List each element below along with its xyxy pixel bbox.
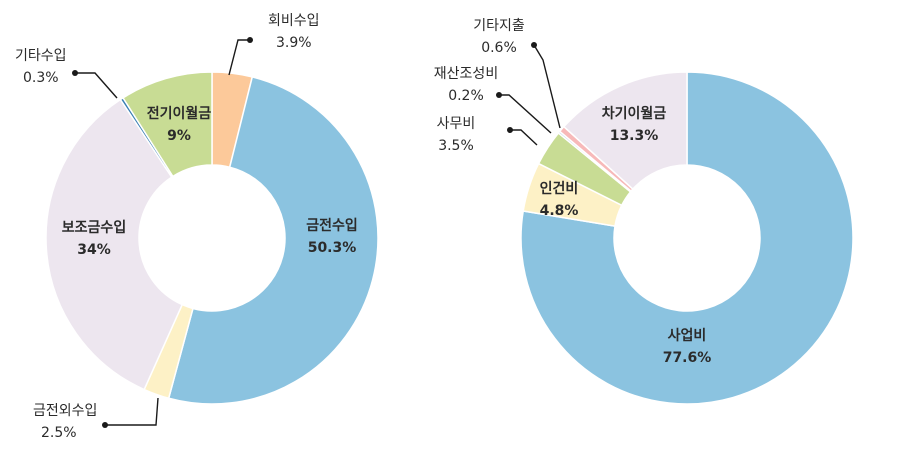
leader-dot [531, 42, 537, 48]
slice-value: 3.9% [276, 35, 312, 51]
leader-line [75, 72, 118, 99]
slice-label: 전기이월금 [147, 105, 212, 122]
slice-value: 3.5% [438, 138, 474, 154]
leader-dot [247, 37, 253, 43]
slice-value: 34% [77, 242, 111, 258]
slice-label: 차기이월금 [602, 105, 667, 122]
slice-label: 금전수입 [306, 217, 358, 234]
slice-label: 사업비 [668, 328, 707, 344]
donut-slice [520, 71, 854, 405]
slice-value: 0.2% [448, 88, 484, 104]
donut-slice [45, 98, 184, 391]
leader-dot [102, 422, 108, 428]
slice-value: 77.6% [663, 350, 712, 366]
leader-line [510, 129, 538, 146]
leader-dot [507, 127, 513, 133]
slice-value: 9% [167, 128, 191, 144]
slice-label: 인건비 [540, 180, 579, 197]
leader-dot [496, 92, 502, 98]
leader-line [499, 94, 552, 134]
income-donut-chart: 회비수입 3.9% 금전수입 50.3% 금전외수입 2.5% 보조금수입 34% 기타수입 0.… [15, 13, 379, 441]
leader-dot [72, 70, 78, 76]
slice-label: 재산조성비 [434, 66, 498, 82]
slice-value: 50.3% [308, 240, 357, 256]
slice-label: 회비수입 [268, 13, 320, 29]
slice-label: 기타수입 [15, 48, 67, 64]
slice-label: 보조금수입 [62, 220, 126, 236]
slice-label: 기타지출 [473, 18, 525, 34]
slice-value: 0.3% [23, 70, 59, 86]
expense-donut-chart: 사업비 77.6% 인건비 4.8% 사무비 3.5% 재산조성비 0.2% 기타지출 0.6% 차… [434, 18, 854, 405]
slice-label: 금전외수입 [33, 403, 97, 419]
leader-line [105, 397, 159, 426]
slice-value: 13.3% [610, 128, 659, 144]
slice-value: 2.5% [41, 425, 77, 441]
slice-label: 사무비 [437, 116, 476, 132]
donut-slice [562, 71, 688, 191]
donut-slice [167, 76, 379, 405]
slice-value: 4.8% [540, 203, 579, 219]
donut-slice [122, 71, 213, 178]
slice-value: 0.6% [481, 40, 517, 56]
leader-line [228, 39, 250, 76]
leader-line [533, 44, 561, 129]
